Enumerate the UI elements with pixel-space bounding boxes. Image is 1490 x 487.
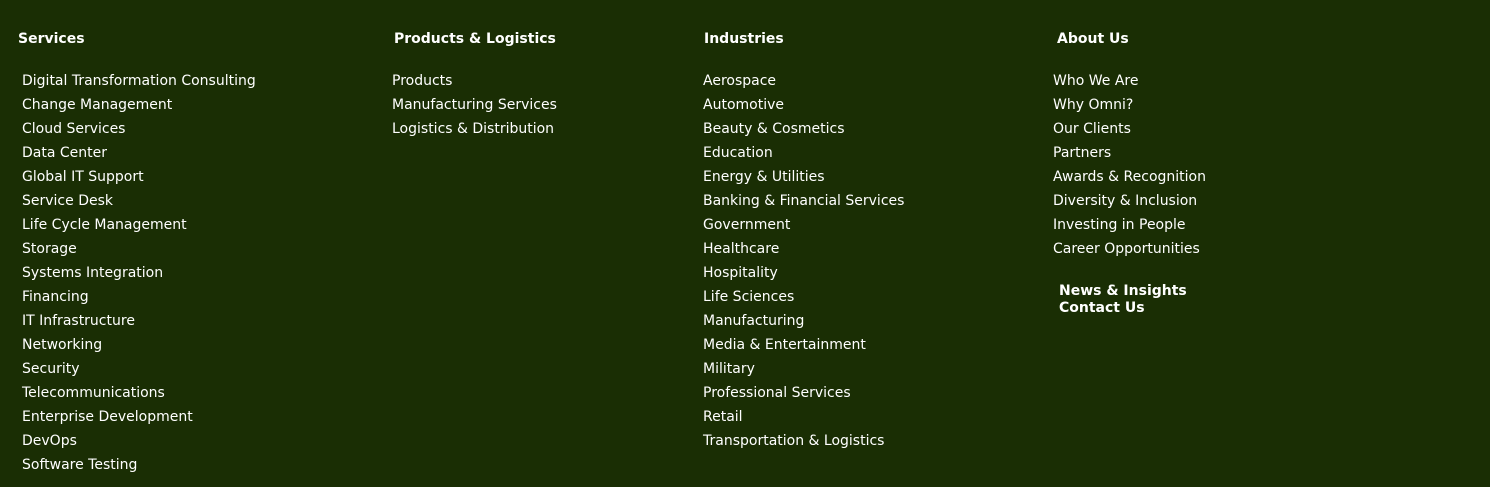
products-list: Products Manufacturing Services Logistic…: [392, 69, 557, 141]
services-list: Digital Transformation Consulting Change…: [22, 69, 256, 477]
industries-heading: Industries: [704, 31, 784, 47]
industries-link-automotive[interactable]: Automotive: [703, 97, 784, 113]
about-heading: About Us: [1057, 31, 1129, 47]
industries-link-manufacturing[interactable]: Manufacturing: [703, 313, 805, 329]
services-link-networking[interactable]: Networking: [22, 337, 103, 353]
about-link-awards-recognition[interactable]: Awards & Recognition: [1053, 169, 1206, 185]
about-link-partners[interactable]: Partners: [1053, 145, 1112, 161]
industries-link-aerospace[interactable]: Aerospace: [703, 73, 777, 89]
services-link-storage[interactable]: Storage: [22, 241, 77, 257]
industries-link-media-entertainment[interactable]: Media & Entertainment: [703, 337, 866, 353]
about-link-who-we-are[interactable]: Who We Are: [1053, 73, 1139, 89]
about-link-diversity-inclusion[interactable]: Diversity & Inclusion: [1053, 193, 1198, 209]
industries-link-healthcare[interactable]: Healthcare: [703, 241, 780, 257]
services-link-digital-transformation-consulting[interactable]: Digital Transformation Consulting: [22, 73, 256, 89]
about-link-career-opportunities[interactable]: Career Opportunities: [1053, 241, 1200, 257]
industries-link-government[interactable]: Government: [703, 217, 791, 233]
industries-link-hospitality[interactable]: Hospitality: [703, 265, 778, 281]
contact-us-link[interactable]: Contact Us: [1059, 300, 1145, 316]
about-extra-links: News & Insights Contact Us: [1059, 283, 1206, 317]
about-list: Who We Are Why Omni? Our Clients Partner…: [1053, 69, 1206, 261]
services-link-security[interactable]: Security: [22, 361, 80, 377]
services-link-software-testing[interactable]: Software Testing: [22, 457, 138, 473]
news-insights-link[interactable]: News & Insights: [1059, 283, 1187, 299]
industries-link-professional-services[interactable]: Professional Services: [703, 385, 851, 401]
industries-link-transportation-logistics[interactable]: Transportation & Logistics: [703, 433, 885, 449]
services-heading: Services: [18, 31, 85, 47]
products-column: Products & Logistics Products Manufactur…: [392, 30, 557, 141]
industries-link-life-sciences[interactable]: Life Sciences: [703, 289, 795, 305]
products-link-products[interactable]: Products: [392, 73, 453, 89]
products-link-logistics-distribution[interactable]: Logistics & Distribution: [392, 121, 555, 137]
industries-link-energy-utilities[interactable]: Energy & Utilities: [703, 169, 825, 185]
services-link-change-management[interactable]: Change Management: [22, 97, 173, 113]
services-link-service-desk[interactable]: Service Desk: [22, 193, 113, 209]
services-link-financing[interactable]: Financing: [22, 289, 89, 305]
about-link-our-clients[interactable]: Our Clients: [1053, 121, 1131, 137]
about-link-investing-in-people[interactable]: Investing in People: [1053, 217, 1186, 233]
services-link-it-infrastructure[interactable]: IT Infrastructure: [22, 313, 135, 329]
services-link-telecommunications[interactable]: Telecommunications: [22, 385, 165, 401]
industries-column: Industries Aerospace Automotive Beauty &…: [703, 30, 904, 453]
services-link-data-center[interactable]: Data Center: [22, 145, 107, 161]
industries-link-beauty-cosmetics[interactable]: Beauty & Cosmetics: [703, 121, 845, 137]
industries-link-banking-financial-services[interactable]: Banking & Financial Services: [703, 193, 905, 209]
services-link-global-it-support[interactable]: Global IT Support: [22, 169, 144, 185]
industries-link-military[interactable]: Military: [703, 361, 755, 377]
services-column: Services Digital Transformation Consulti…: [18, 30, 256, 477]
services-link-life-cycle-management[interactable]: Life Cycle Management: [22, 217, 187, 233]
industries-link-retail[interactable]: Retail: [703, 409, 743, 425]
services-link-systems-integration[interactable]: Systems Integration: [22, 265, 164, 281]
products-heading: Products & Logistics: [394, 31, 556, 47]
products-link-manufacturing-services[interactable]: Manufacturing Services: [392, 97, 557, 113]
services-link-enterprise-development[interactable]: Enterprise Development: [22, 409, 193, 425]
about-link-why-omni[interactable]: Why Omni?: [1053, 97, 1134, 113]
services-link-cloud-services[interactable]: Cloud Services: [22, 121, 126, 137]
industries-list: Aerospace Automotive Beauty & Cosmetics …: [703, 69, 904, 453]
services-link-devops[interactable]: DevOps: [22, 433, 77, 449]
industries-link-education[interactable]: Education: [703, 145, 773, 161]
about-column: About Us Who We Are Why Omni? Our Client…: [1053, 30, 1206, 317]
